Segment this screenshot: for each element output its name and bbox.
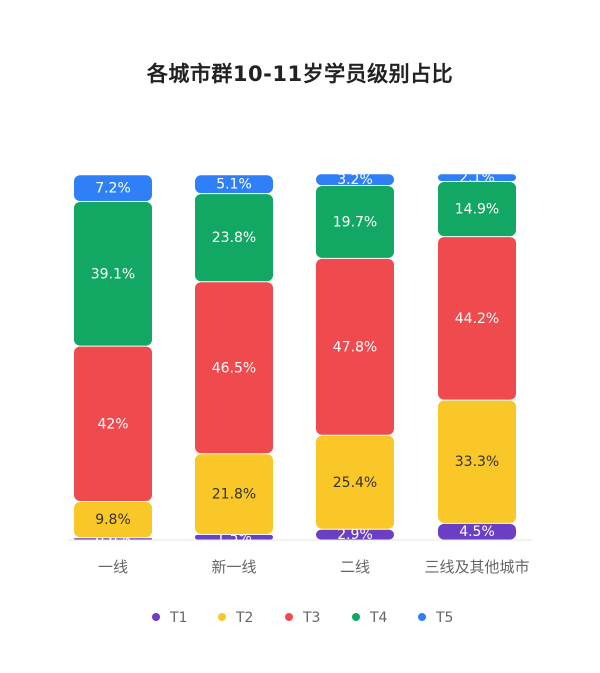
bar-segment-t1[interactable] <box>438 523 516 540</box>
bar-segment-t2[interactable] <box>438 400 516 523</box>
legend-label: T5 <box>435 610 453 626</box>
data-label: 39.1% <box>91 266 135 282</box>
bar-segment-t2[interactable] <box>195 454 273 534</box>
data-label: 42% <box>97 416 128 432</box>
legend-marker <box>218 613 226 621</box>
bar-segment-t3[interactable] <box>316 258 394 435</box>
data-label: 44.2% <box>455 311 499 327</box>
bar-segment-t1[interactable] <box>195 534 273 540</box>
x-tick-label: 三线及其他城市 <box>424 558 529 576</box>
legend-label: T4 <box>369 610 388 626</box>
data-label: 9.8% <box>95 512 131 528</box>
data-label: 33.3% <box>455 454 499 470</box>
legend-marker <box>418 613 426 621</box>
bar-segment-t1[interactable] <box>74 538 152 540</box>
bar-segment-t5[interactable] <box>438 174 516 181</box>
legend-marker <box>352 613 360 621</box>
bar-segment-t4[interactable] <box>195 194 273 282</box>
bar-segment-t3[interactable] <box>195 282 273 454</box>
bar-segment-t3[interactable] <box>438 237 516 400</box>
bar-segment-t4[interactable] <box>316 186 394 258</box>
legend-item-t5[interactable]: T5 <box>418 610 453 626</box>
bar-segment-t4[interactable] <box>74 201 152 346</box>
data-label: 4.5% <box>459 524 495 540</box>
data-label: 19.7% <box>333 214 377 230</box>
data-label: 21.8% <box>212 487 256 503</box>
legend-label: T2 <box>235 610 253 626</box>
x-tick-label: 一线 <box>98 558 128 576</box>
data-label: 14.9% <box>455 202 499 218</box>
data-label: 2.9% <box>337 527 373 543</box>
bar-segment-t5[interactable] <box>316 174 394 186</box>
bar-segment-t4[interactable] <box>438 181 516 237</box>
bar-segment-t2[interactable] <box>74 502 152 538</box>
bar-stack: 0.6%9.8%42%39.1%7.2% <box>74 175 152 547</box>
bar-segment-t5[interactable] <box>74 175 152 201</box>
data-label: 46.5% <box>212 360 256 376</box>
data-label: 23.8% <box>212 230 256 246</box>
bar-stack: 2.9% 25.4% 47.8% 19.7% 3.2% <box>316 172 394 543</box>
chart-title: 各城市群10-11岁学员级别占比 <box>146 62 454 86</box>
bar-stack: 4.5% 33.3% 44.2% 14.9% 2.1% <box>438 170 516 540</box>
data-label: 7.2% <box>95 181 131 197</box>
data-label: 25.4% <box>333 475 377 491</box>
legend-item-t1[interactable]: T1 <box>152 610 187 626</box>
legend-item-t2[interactable]: T2 <box>218 610 253 626</box>
data-label: 5.1% <box>216 177 252 193</box>
x-tick-label: 新一线 <box>211 558 256 576</box>
bar-segment-t3[interactable] <box>74 346 152 502</box>
bar-segment-t2[interactable] <box>316 435 394 529</box>
data-label: 47.8% <box>333 339 377 355</box>
legend-label: T1 <box>169 610 187 626</box>
bar-segment-t1[interactable] <box>316 529 394 540</box>
bar-segment-t5[interactable] <box>195 175 273 194</box>
x-tick-label: 二线 <box>340 558 370 576</box>
legend-marker <box>152 613 160 621</box>
data-label: 2.1% <box>459 170 495 186</box>
data-label: 3.2% <box>337 172 373 188</box>
legend-item-t4[interactable]: T4 <box>352 610 388 626</box>
legend-item-t3[interactable]: T3 <box>285 610 320 626</box>
legend-label: T3 <box>302 610 320 626</box>
legend-marker <box>285 613 293 621</box>
bar-stack: 1.5%21.8%46.5%23.8%5.1% <box>195 175 273 546</box>
